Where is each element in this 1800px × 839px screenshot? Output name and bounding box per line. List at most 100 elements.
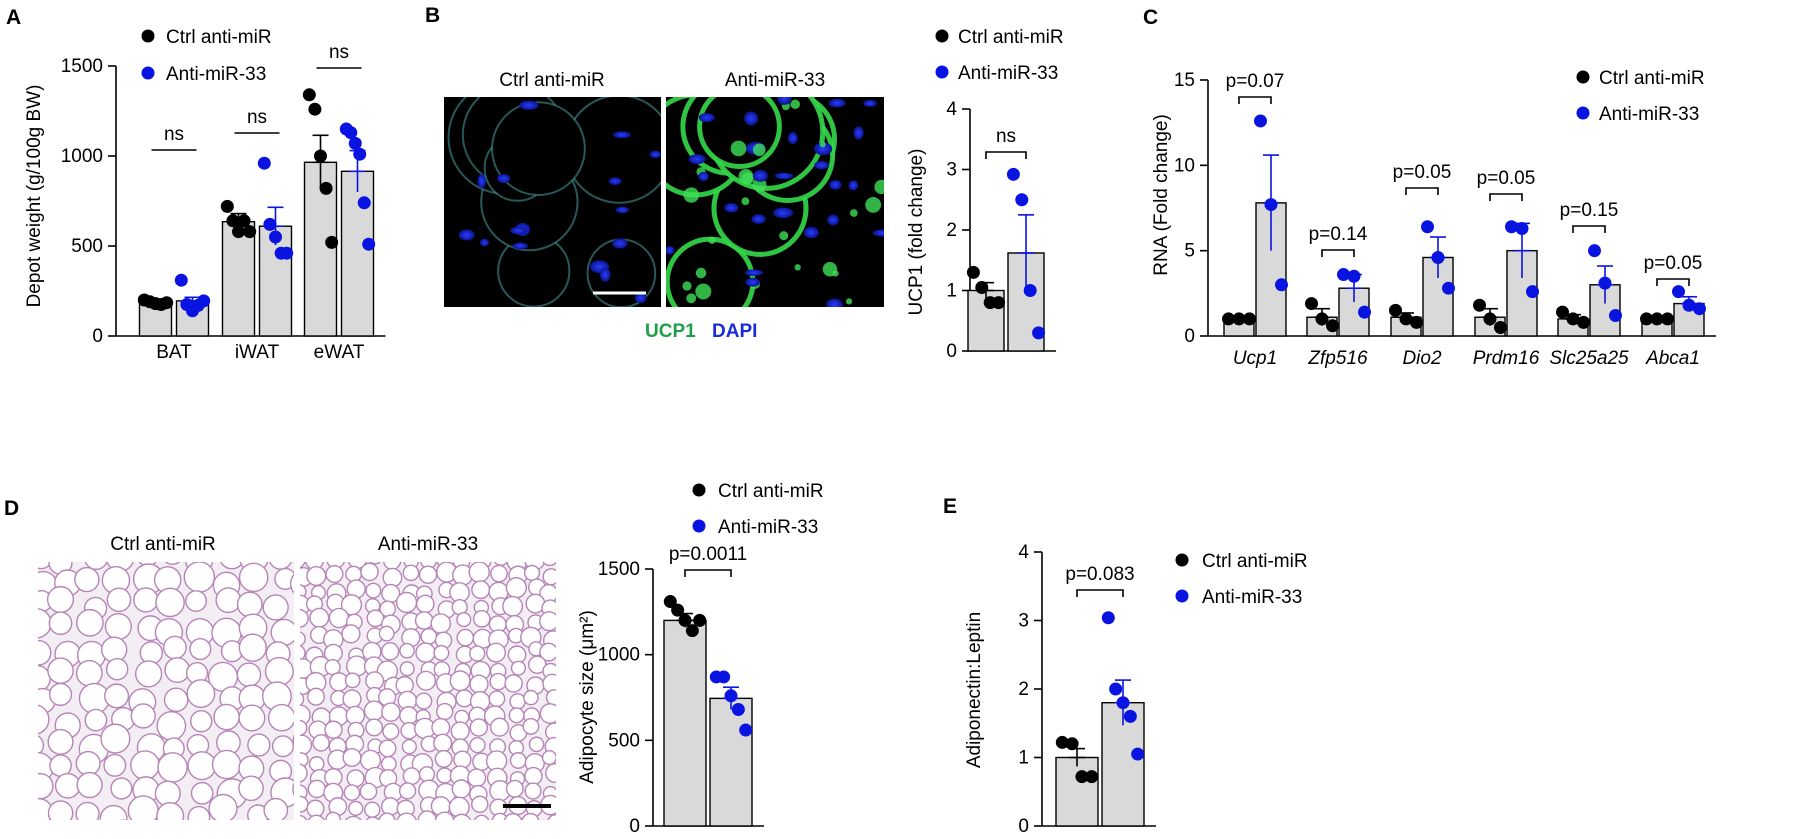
adipocyte-cell <box>79 825 106 839</box>
adipocyte-cell <box>414 611 434 630</box>
y-tick-label: 0 <box>1018 816 1029 837</box>
adipocyte-cell <box>75 750 101 776</box>
significance-label: p=0.14 <box>1309 224 1368 245</box>
nucleus <box>496 173 511 184</box>
y-tick-label: 10 <box>1174 155 1195 176</box>
adipocyte-cell <box>456 612 472 628</box>
adipocyte-cell <box>434 811 455 820</box>
ucp1-signal <box>779 231 789 241</box>
significance-bracket <box>1321 249 1355 257</box>
adipocyte-cell <box>559 601 575 617</box>
nucleus <box>745 277 760 287</box>
nucleus <box>477 174 486 189</box>
adipocyte-cell <box>186 679 216 708</box>
adipocyte-cell <box>190 709 213 733</box>
data-point <box>174 273 188 287</box>
y-tick-label: 1 <box>1018 748 1029 769</box>
adipocyte-cell <box>84 708 108 732</box>
adipocyte-cell <box>469 736 486 754</box>
adipocyte-cell <box>344 815 362 820</box>
adipocyte-cell <box>488 690 506 708</box>
adipocyte-cell <box>236 591 263 618</box>
adipocyte-cell <box>238 704 266 732</box>
panel-b-image-label-ctrl: Ctrl anti-miR <box>499 70 605 91</box>
adipocyte-cell <box>509 752 527 769</box>
adipocyte-cell <box>469 645 486 662</box>
adipocyte-cell <box>381 702 401 722</box>
adipocyte-cell <box>399 642 415 659</box>
adipocyte-cell <box>395 675 414 695</box>
adipocyte-cell <box>164 657 191 683</box>
adipocyte-cell <box>134 660 163 688</box>
adipocyte-cell <box>3 659 27 683</box>
adipocyte-cell <box>187 751 217 781</box>
significance-bracket <box>985 151 1027 159</box>
significance-bracket <box>1076 589 1124 597</box>
adipocyte-cell <box>490 564 508 583</box>
adipocyte-cell <box>363 700 385 722</box>
adipocyte-cell <box>263 797 289 820</box>
nucleus <box>853 126 864 140</box>
data-point <box>1023 284 1037 297</box>
data-point <box>1075 770 1089 784</box>
adipocyte-cell <box>560 796 579 815</box>
adipocyte-cell <box>48 611 73 636</box>
adipocyte-cell <box>563 581 577 595</box>
panel-b-legend: Ctrl anti-miR Anti-miR-33 <box>935 27 1064 84</box>
adipocyte-cell <box>561 690 576 705</box>
adipocyte-cell <box>539 703 556 724</box>
nucleus <box>613 131 631 139</box>
data-point <box>1358 305 1371 319</box>
x-tick-label: Dio2 <box>1402 348 1442 369</box>
legend-anti-marker <box>692 519 706 533</box>
adipocyte-cell <box>453 750 472 769</box>
panel-a-legend: Ctrl anti-miR Anti-miR-33 <box>141 27 272 85</box>
adipocyte-cell <box>342 747 362 768</box>
adipocyte-cell <box>291 820 320 839</box>
x-tick-label: Abca1 <box>1645 348 1700 369</box>
bar <box>1255 202 1287 337</box>
nucleus <box>829 179 842 190</box>
significance-label: p=0.083 <box>1065 564 1134 585</box>
nucleus <box>773 207 794 219</box>
adipocyte-cell <box>3 690 27 714</box>
significance-label: p=0.07 <box>1226 71 1285 92</box>
adipocyte-cell <box>189 824 217 839</box>
adipocyte-cell <box>104 612 132 641</box>
legend-anti-marker <box>1576 106 1590 120</box>
adipocyte-cell <box>307 779 327 799</box>
adipocyte-cell <box>312 734 330 752</box>
y-tick-label: 1 <box>946 281 957 302</box>
adipocyte-cell <box>309 607 330 628</box>
adipocyte-cell <box>23 522 48 547</box>
adipocyte-cell <box>378 812 396 820</box>
legend-ctrl-marker <box>1576 70 1590 84</box>
data-point <box>1015 193 1029 207</box>
adipocyte-cell <box>528 736 545 753</box>
data-point <box>717 670 731 684</box>
adipocyte-cell <box>491 812 509 820</box>
adipocyte-cell <box>399 661 415 677</box>
adipocyte-cell <box>133 587 159 613</box>
y-tick-label: 1500 <box>61 56 103 77</box>
adipocyte-cell <box>417 810 437 820</box>
panel-d-legend: Ctrl anti-miR Anti-miR-33 <box>692 481 824 538</box>
legend-anti-label: Anti-miR-33 <box>718 517 818 538</box>
adipocyte-cell <box>415 594 435 614</box>
adipocyte-cell <box>300 734 313 756</box>
data-point <box>1337 268 1350 282</box>
nucleus <box>803 226 819 239</box>
panel-b-letter: B <box>425 4 440 27</box>
legend-ctrl-marker <box>141 29 155 43</box>
ucp1-signal <box>874 179 884 195</box>
adipocyte-cell <box>155 587 185 618</box>
data-point <box>1032 326 1046 340</box>
adipocyte-cell <box>99 804 128 820</box>
adipocyte-cell <box>104 683 130 709</box>
significance-bracket <box>1405 187 1439 195</box>
adipocyte-cell <box>363 801 381 818</box>
adipocyte-cell <box>431 718 451 738</box>
data-point <box>1006 167 1020 181</box>
y-tick-label: 500 <box>608 730 640 751</box>
